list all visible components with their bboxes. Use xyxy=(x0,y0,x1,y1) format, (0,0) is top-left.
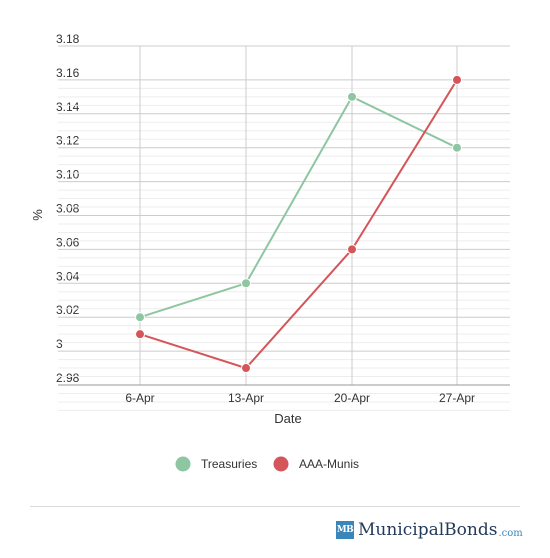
data-point xyxy=(452,142,462,153)
y-tick-label: 3.16 xyxy=(56,66,80,80)
x-tick-label: 20-Apr xyxy=(334,391,370,405)
data-point xyxy=(347,244,357,255)
series-line-aaa-munis xyxy=(139,79,458,370)
data-point xyxy=(347,91,357,102)
data-point xyxy=(241,278,251,289)
x-tick-label: 27-Apr xyxy=(439,391,475,405)
y-axis-title: % xyxy=(30,209,45,221)
y-tick-label: 3.02 xyxy=(56,303,80,317)
data-point xyxy=(241,363,251,374)
x-tick-label: 6-Apr xyxy=(125,391,154,405)
line-chart: 2.98 3 3.02 3.04 3.06 3.08 3.10 3.12 3.14 3.16 3.1… xyxy=(30,32,510,472)
data-point xyxy=(452,74,462,85)
brand-domain: .com xyxy=(498,527,523,539)
y-tick-label: 3.14 xyxy=(56,100,80,114)
data-point xyxy=(135,312,145,323)
y-tick-label: 3.12 xyxy=(56,134,80,148)
y-tick-label: 3.10 xyxy=(56,168,80,182)
x-axis-title: Date xyxy=(274,411,301,426)
x-tick-label: 13-Apr xyxy=(228,391,264,405)
legend-marker xyxy=(175,456,191,472)
series-line-treasuries xyxy=(139,95,458,319)
legend-marker xyxy=(273,456,289,472)
data-point xyxy=(135,329,145,340)
brand-name: MunicipalBonds xyxy=(358,520,498,540)
y-tick-label: 3 xyxy=(56,337,63,351)
brand-logo[interactable]: MB MunicipalBonds .com xyxy=(336,520,523,540)
y-tick-label: 3.04 xyxy=(56,269,80,283)
legend-label: AAA-Munis xyxy=(299,457,359,471)
y-tick-label: 2.98 xyxy=(56,371,80,385)
y-tick-label: 3.18 xyxy=(56,32,80,46)
brand-badge-icon: MB xyxy=(336,521,354,539)
footer-divider xyxy=(30,506,520,507)
y-tick-label: 3.06 xyxy=(56,235,80,249)
legend-label: Treasuries xyxy=(201,457,257,471)
y-tick-label: 3.08 xyxy=(56,202,80,216)
